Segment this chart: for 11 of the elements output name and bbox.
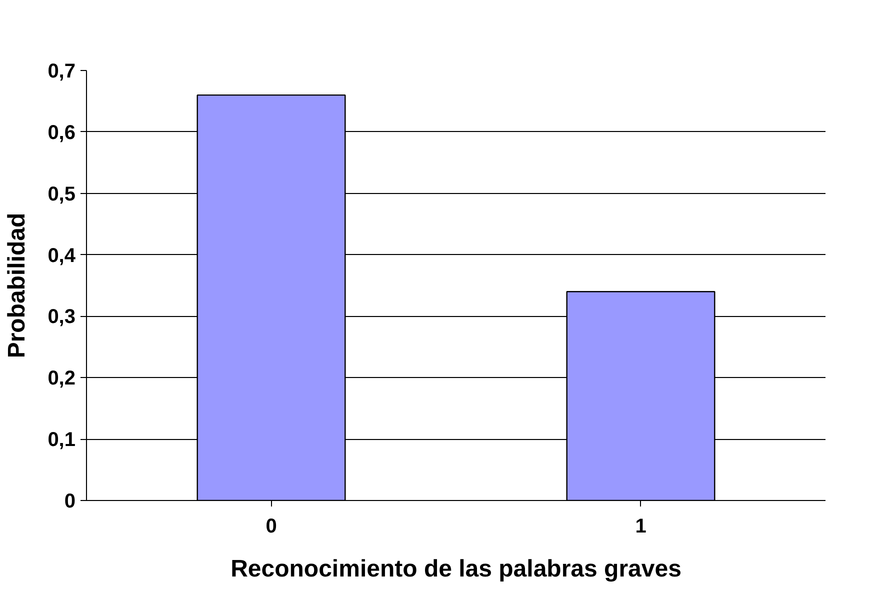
y-tick-label: 0,1	[48, 429, 76, 452]
y-axis-title: Probabilidad	[4, 212, 31, 358]
x-tick-label: 1	[635, 516, 646, 538]
y-tick-label: 0,5	[48, 183, 76, 206]
y-tick-label: 0,6	[48, 122, 76, 144]
x-axis-title: Reconocimiento de las palabras graves	[230, 556, 682, 582]
y-tick-label: 0	[64, 490, 76, 512]
y-tick-label: 0,3	[48, 306, 76, 328]
y-tick-label: 0,7	[48, 60, 76, 82]
y-tick-label: 0,2	[48, 368, 76, 390]
y-tick-label: 0,4	[48, 244, 76, 267]
